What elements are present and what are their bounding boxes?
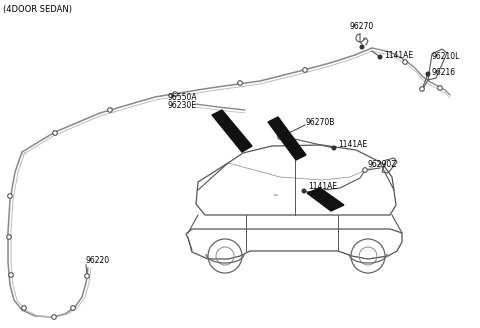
Circle shape: [278, 135, 282, 139]
Text: 96550A: 96550A: [167, 93, 197, 102]
Circle shape: [53, 131, 57, 135]
Circle shape: [52, 315, 56, 319]
Circle shape: [426, 72, 430, 76]
Circle shape: [420, 87, 424, 91]
Circle shape: [438, 86, 442, 90]
Text: ≈: ≈: [272, 193, 277, 198]
Text: 96270B: 96270B: [305, 118, 335, 127]
Polygon shape: [212, 110, 252, 152]
Circle shape: [8, 194, 12, 198]
Circle shape: [360, 45, 364, 49]
Text: 1141AE: 1141AE: [384, 51, 413, 60]
Circle shape: [9, 273, 13, 277]
Circle shape: [22, 306, 26, 310]
Circle shape: [332, 146, 336, 150]
Circle shape: [71, 306, 75, 310]
Polygon shape: [307, 188, 344, 211]
Circle shape: [84, 274, 89, 278]
Text: (4DOOR SEDAN): (4DOOR SEDAN): [3, 5, 72, 14]
Text: 96216: 96216: [432, 68, 456, 77]
Circle shape: [7, 235, 12, 239]
Text: 96210L: 96210L: [432, 52, 460, 61]
Text: 1141AE: 1141AE: [338, 140, 367, 149]
Text: 96230E: 96230E: [167, 101, 196, 110]
Circle shape: [173, 92, 177, 96]
Circle shape: [302, 189, 306, 193]
Circle shape: [363, 168, 367, 172]
Circle shape: [303, 68, 307, 72]
Text: 96290Z: 96290Z: [368, 160, 397, 169]
Text: 96220: 96220: [86, 256, 110, 265]
Circle shape: [378, 55, 382, 59]
Circle shape: [108, 108, 112, 112]
Text: 1141AE: 1141AE: [308, 182, 337, 191]
Circle shape: [238, 81, 242, 85]
Circle shape: [403, 60, 408, 64]
Text: 96270: 96270: [349, 22, 373, 31]
Polygon shape: [268, 117, 306, 160]
